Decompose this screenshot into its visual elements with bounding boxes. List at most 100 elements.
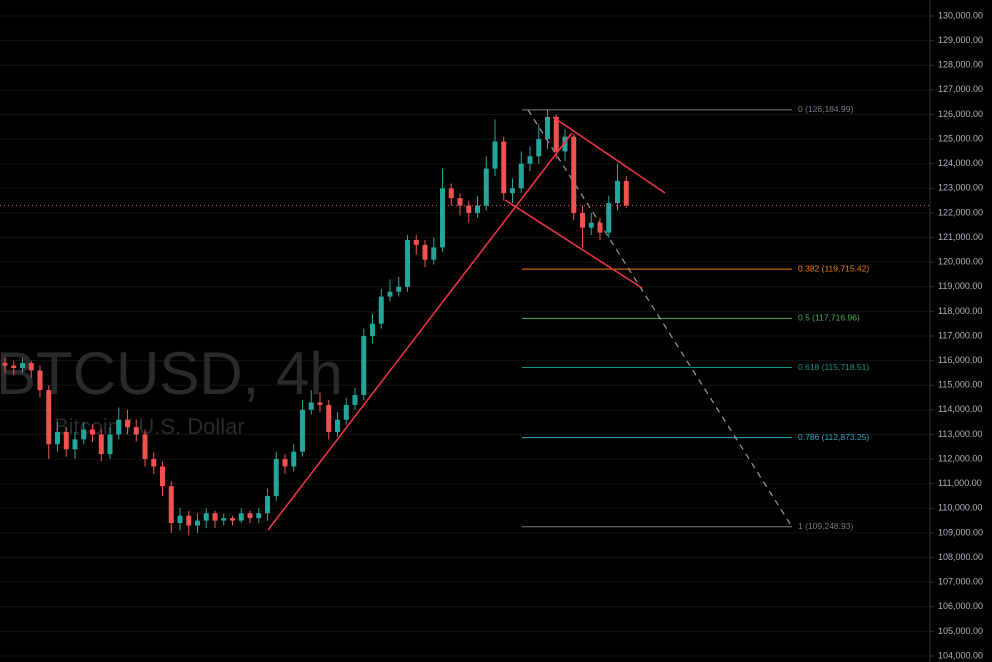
- candle-body: [133, 427, 139, 435]
- candle-body: [431, 247, 437, 260]
- candle-body: [343, 404, 349, 420]
- candle-body: [553, 116, 559, 152]
- candle-body: [571, 136, 577, 213]
- candle-body: [361, 336, 367, 396]
- candle-body: [256, 513, 262, 519]
- y-tick-label: 115,000.00: [938, 380, 982, 390]
- candle-body: [300, 409, 305, 452]
- candle-body: [615, 180, 620, 204]
- candle-body: [11, 365, 17, 368]
- y-tick-label: 120,000.00: [938, 257, 983, 267]
- candle-body: [466, 205, 472, 213]
- candle-body: [588, 222, 594, 228]
- y-tick-label: 114,000.00: [938, 404, 982, 414]
- candle-body: [475, 205, 480, 213]
- candle-body: [326, 404, 332, 432]
- candle-body: [81, 429, 87, 440]
- candle-body: [107, 434, 113, 455]
- fib-level-label: 0.5 (117,716.96): [798, 313, 860, 323]
- candle-body: [125, 419, 130, 428]
- candles: [2, 109, 629, 536]
- candle-body: [195, 520, 200, 526]
- y-tick-label: 111,000.00: [938, 478, 982, 488]
- fib-level-label: 0 (126,184.99): [798, 104, 853, 114]
- candle-body: [335, 419, 340, 432]
- candle-body: [28, 363, 34, 371]
- candle-body: [37, 370, 43, 391]
- y-tick-label: 109,000.00: [938, 527, 983, 537]
- y-tick-label: 130,000.00: [938, 10, 983, 20]
- grid: [0, 15, 930, 657]
- candle-body: [562, 136, 568, 152]
- candle-body: [405, 240, 410, 287]
- candle-body: [352, 395, 358, 405]
- candle-body: [448, 188, 454, 199]
- candle-body: [265, 496, 270, 514]
- candle-body: [142, 434, 148, 460]
- y-tick-label: 117,000.00: [938, 330, 982, 340]
- candle-body: [501, 141, 507, 194]
- candle-body: [2, 363, 8, 366]
- candle-body: [20, 363, 25, 368]
- candle-body: [186, 515, 192, 526]
- channel-top: [552, 116, 666, 194]
- candle-body: [203, 513, 209, 521]
- candle-body: [317, 402, 323, 405]
- candle-body: [160, 466, 165, 487]
- y-tick-label: 121,000.00: [938, 232, 983, 242]
- candle-body: [413, 240, 419, 245]
- fib-level-label: 1 (109,248.93): [798, 521, 853, 531]
- candle-body: [116, 419, 122, 435]
- candle-body: [387, 291, 393, 297]
- candle-body: [98, 434, 104, 455]
- y-tick-label: 129,000.00: [938, 35, 983, 45]
- candle-body: [597, 222, 603, 233]
- y-tick-label: 104,000.00: [938, 650, 983, 660]
- candle-body: [510, 188, 515, 194]
- channel-bottom: [504, 199, 643, 289]
- y-tick-label: 125,000.00: [938, 133, 983, 143]
- trend-lines: [267, 116, 666, 531]
- y-tick-label: 128,000.00: [938, 60, 983, 70]
- candle-body: [46, 390, 52, 445]
- candle-body: [378, 296, 384, 324]
- y-tick-label: 110,000.00: [938, 503, 982, 513]
- candle-body: [308, 402, 314, 410]
- candle-body: [72, 439, 78, 450]
- candle-body: [580, 212, 585, 228]
- candle-body: [212, 513, 218, 521]
- candle-body: [247, 513, 253, 519]
- candle-body: [282, 459, 288, 467]
- y-tick-label: 113,000.00: [938, 429, 982, 439]
- fib-level-label: 0.618 (115,718.51): [798, 362, 869, 372]
- y-tick-label: 124,000.00: [938, 158, 983, 168]
- candle-body: [151, 459, 157, 467]
- y-tick-label: 112,000.00: [938, 453, 982, 463]
- candle-body: [63, 432, 69, 450]
- candle-body: [370, 323, 375, 336]
- y-tick-label: 106,000.00: [938, 601, 983, 611]
- candle-body: [230, 518, 235, 521]
- candle-body: [291, 451, 297, 467]
- candle-body: [177, 515, 183, 524]
- y-tick-label: 126,000.00: [938, 109, 983, 119]
- y-tick-label: 122,000.00: [938, 207, 983, 217]
- candle-body: [606, 203, 612, 233]
- y-tick-label: 127,000.00: [938, 84, 983, 94]
- candle-body: [273, 459, 279, 496]
- fib-level-label: 0.786 (112,873.25): [798, 432, 869, 442]
- fib-retracement: 0 (126,184.99) 0.382 (119,715.42) 0.5 (117…: [0, 104, 930, 531]
- price-axis: 104,000.00 105,000.00 106,000.00 107,000.00…: [930, 10, 983, 660]
- y-tick-label: 123,000.00: [938, 183, 983, 193]
- candle-body: [527, 156, 533, 164]
- candle-body: [518, 163, 524, 189]
- candle-body: [623, 180, 629, 206]
- candle-body: [536, 139, 542, 157]
- y-tick-label: 107,000.00: [938, 577, 983, 587]
- y-tick-label: 108,000.00: [938, 552, 983, 562]
- candle-body: [440, 188, 445, 248]
- candle-body: [238, 513, 244, 521]
- y-tick-label: 105,000.00: [938, 626, 983, 636]
